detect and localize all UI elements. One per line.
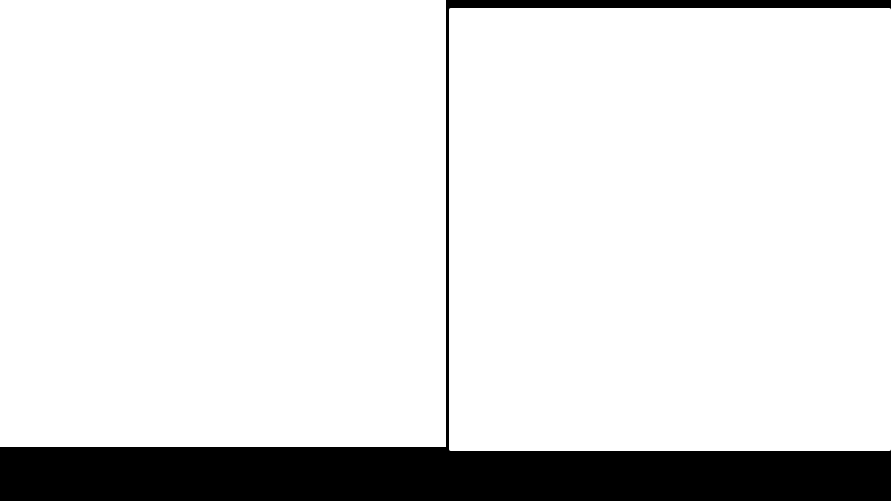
- colorbar-gradient: [361, 269, 437, 280]
- heatmap-canvas-left: [3, 44, 302, 447]
- heatmap-canvas-right: [455, 55, 752, 445]
- panel-left: [0, 0, 446, 447]
- celltype-annotation-bar-right: [455, 38, 752, 50]
- colorbar-gradient: [805, 276, 889, 287]
- colorbar-left: [361, 269, 437, 294]
- colorbar-tick-labels: [361, 285, 437, 294]
- panel-right: [449, 8, 891, 451]
- colorbar-tick-labels: [805, 292, 889, 301]
- samples-annotation-bar-right: [455, 25, 752, 36]
- celltype-annotation-bar-left: [3, 30, 302, 42]
- samples-annotation-bar-left: [3, 17, 302, 28]
- colorbar-right: [805, 276, 889, 301]
